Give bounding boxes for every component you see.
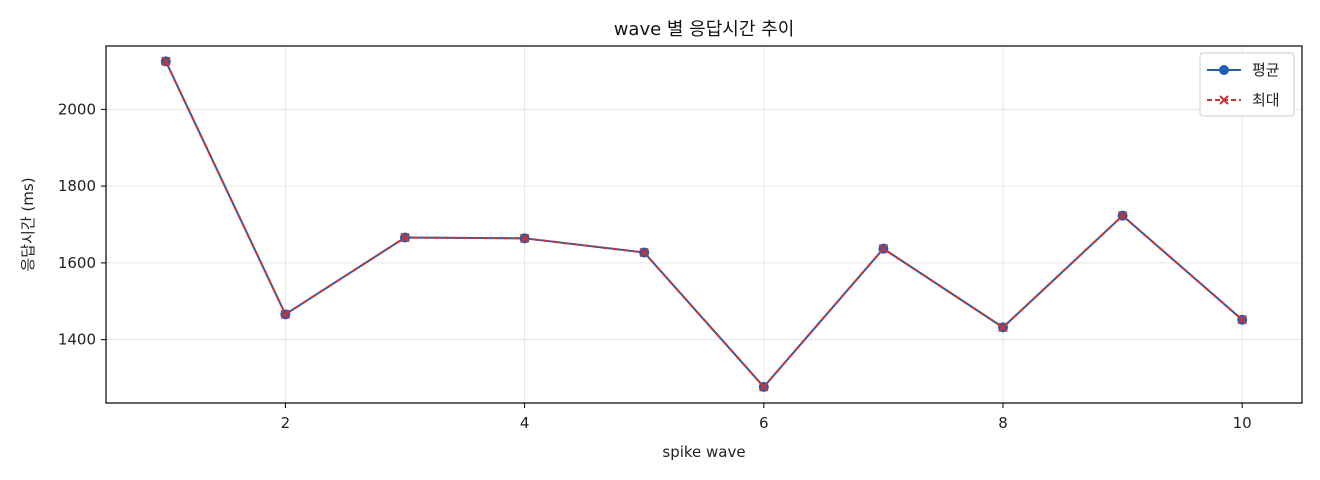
data-point — [1237, 314, 1247, 325]
legend-marker-max — [1219, 95, 1229, 105]
data-point — [400, 232, 410, 243]
y-tick-label: 1800 — [58, 177, 96, 195]
y-tick-label: 1400 — [58, 331, 96, 349]
series-line — [164, 60, 1243, 388]
legend-box — [1199, 52, 1295, 117]
data-point — [280, 309, 291, 320]
x-axis-ticks: 2 4 6 8 10 — [281, 403, 1252, 432]
y-tick-label: 2000 — [58, 100, 96, 118]
x-axis-title: spike wave — [662, 443, 745, 461]
series-layer — [160, 56, 1248, 392]
x-tick-label: 8 — [998, 414, 1008, 432]
data-point — [1117, 210, 1128, 221]
data-point — [998, 322, 1008, 333]
data-point — [759, 382, 769, 392]
series-line — [164, 60, 1243, 388]
legend: 평균 최대 — [1199, 52, 1295, 117]
legend-label-max: 최대 — [1252, 91, 1280, 109]
data-point — [519, 233, 530, 244]
grid-lines — [106, 46, 1302, 403]
series-max — [161, 56, 1247, 392]
legend-marker-avg — [1219, 65, 1229, 75]
series-avg — [160, 56, 1248, 392]
x-tick-label: 2 — [281, 414, 291, 432]
legend-label-avg: 평균 — [1252, 61, 1280, 79]
y-axis-title: 응답시간 (ms) — [19, 177, 37, 271]
data-point — [161, 56, 171, 67]
x-tick-label: 6 — [759, 414, 769, 432]
legend-entry-avg: 평균 — [1207, 61, 1280, 79]
plot-frame — [105, 45, 1303, 404]
data-point — [878, 243, 889, 254]
x-tick-label: 4 — [520, 414, 530, 432]
y-tick-label: 1600 — [58, 254, 96, 272]
x-tick-label: 10 — [1233, 414, 1252, 432]
legend-entry-max: 최대 — [1207, 91, 1280, 109]
chart-title: wave 별 응답시간 추이 — [614, 19, 795, 40]
data-point — [639, 247, 649, 258]
y-axis-ticks: 1400 1600 1800 2000 — [58, 100, 106, 349]
